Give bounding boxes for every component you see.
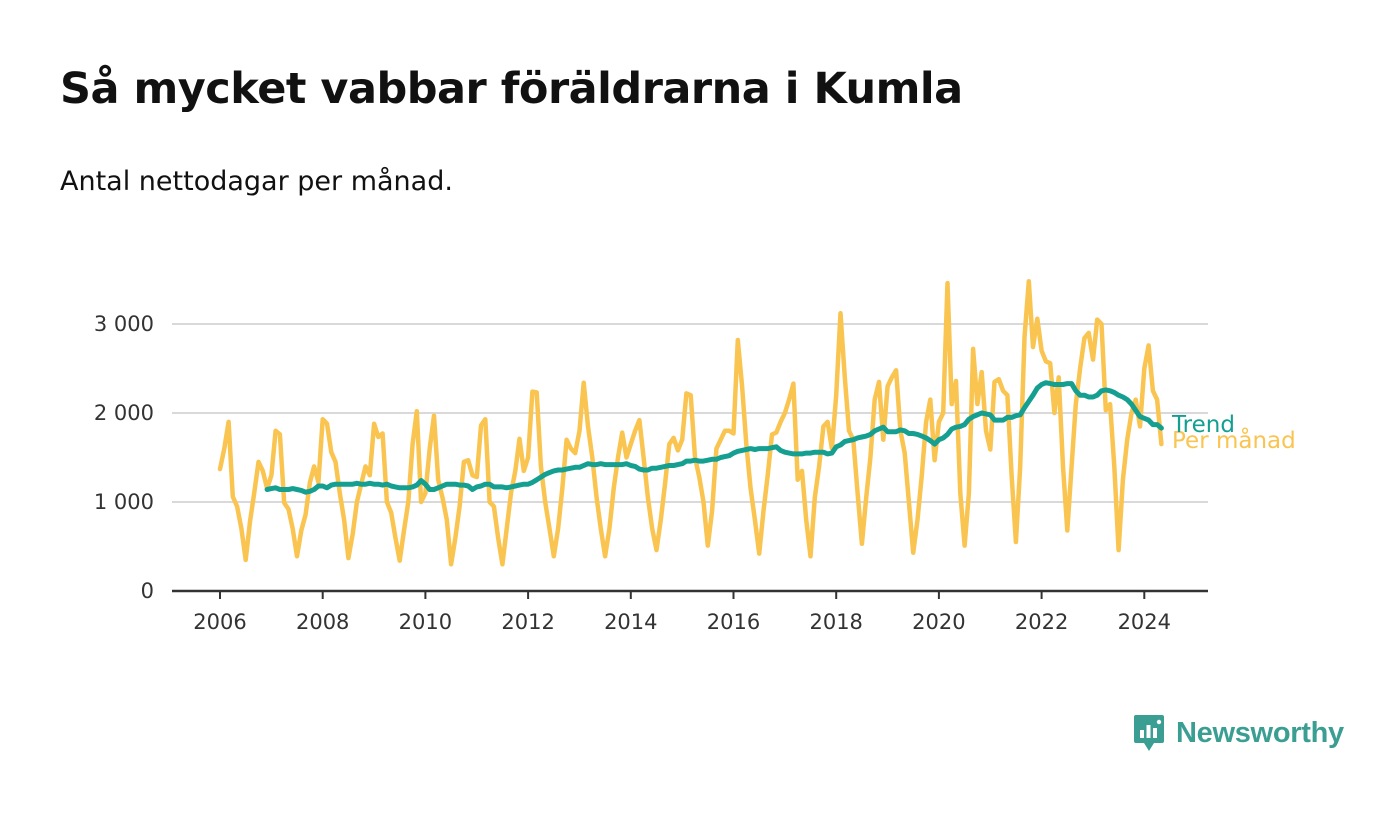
- y-tick-label: 1 000: [94, 490, 154, 514]
- monthly-line: [217, 279, 1164, 567]
- chart-title: Så mycket vabbar föräldrarna i Kumla: [60, 64, 963, 114]
- x-tick-label: 2016: [707, 610, 760, 634]
- x-tick-label: 2012: [501, 610, 554, 634]
- x-tick-label: 2024: [1118, 610, 1171, 634]
- monthly-series-label: Per månad: [1172, 426, 1296, 454]
- x-tick-label: 2010: [399, 610, 452, 634]
- x-tick-label: 2008: [296, 610, 349, 634]
- y-axis-tick-labels: 0 1 000 2 000 3 000: [94, 312, 154, 603]
- series-lines: [217, 279, 1164, 567]
- newsworthy-brand: Newsworthy: [1132, 712, 1344, 754]
- newsworthy-logo-icon: [1134, 715, 1164, 751]
- x-tick-label: 2006: [193, 610, 246, 634]
- x-tick-label: 2018: [809, 610, 862, 634]
- x-axis: 2006 2008 2010 2012 2014 2016 2018 2020 2022 2024: [172, 589, 1208, 634]
- y-tick-label: 0: [141, 579, 154, 603]
- x-tick-label: 2014: [604, 610, 657, 634]
- trend-series-label: Trend: [1171, 412, 1235, 438]
- chart-subtitle: Antal nettodagar per månad.: [60, 166, 453, 197]
- trend-line: [264, 380, 1164, 495]
- x-tick-label: 2022: [1015, 610, 1068, 634]
- x-tick-label: 2020: [912, 610, 965, 634]
- newsworthy-wordmark: Newsworthy: [1176, 716, 1344, 749]
- y-tick-label: 3 000: [94, 312, 154, 336]
- y-tick-label: 2 000: [94, 401, 154, 425]
